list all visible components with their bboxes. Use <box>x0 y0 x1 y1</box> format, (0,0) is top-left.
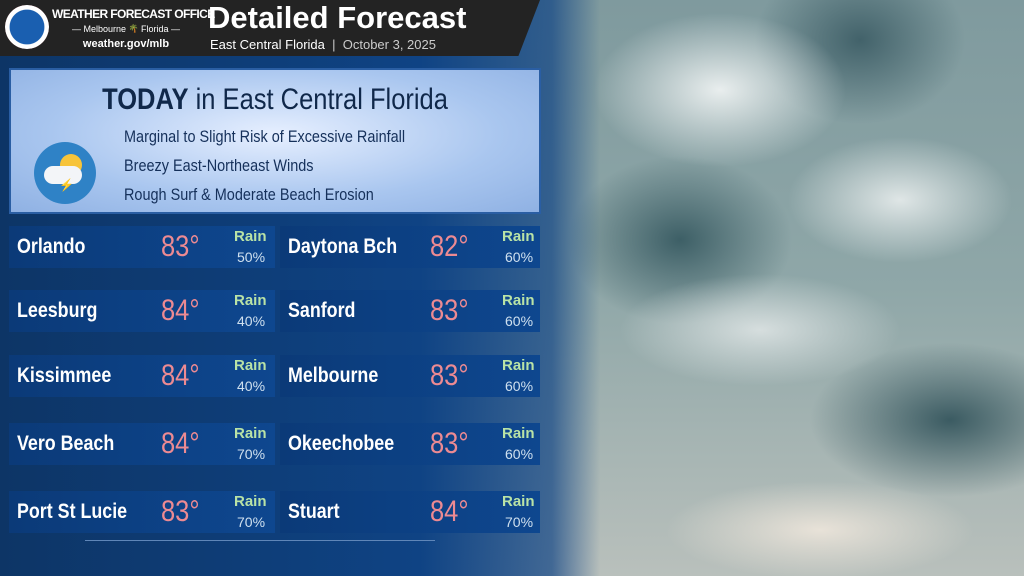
city-name: Kissimmee <box>17 364 112 387</box>
rain-label: Rain <box>234 493 267 510</box>
rain-label: Rain <box>234 357 267 374</box>
divider <box>85 540 435 541</box>
today-title: TODAY in East Central Florida <box>51 82 500 118</box>
city-card: Vero Beach 84° Rain 70% <box>9 423 275 465</box>
city-card: Leesburg 84° Rain 40% <box>9 290 275 332</box>
high-temp: 82° <box>430 230 469 263</box>
rain-label: Rain <box>234 292 267 309</box>
date: October 3, 2025 <box>342 37 436 52</box>
website-link[interactable]: weather.gov/mlb <box>82 38 170 50</box>
rain-label: Rain <box>234 425 267 442</box>
city-name: Orlando <box>17 235 86 258</box>
city-name: Sanford <box>288 299 356 322</box>
city-card: Daytona Bch 82° Rain 60% <box>280 226 540 268</box>
city-card: Sanford 83° Rain 60% <box>280 290 540 332</box>
city-card: Melbourne 83° Rain 60% <box>280 355 540 397</box>
header-bar: WEATHER FORECAST OFFICE — Melbourne 🌴 Fl… <box>0 0 540 56</box>
rain-label: Rain <box>502 292 535 309</box>
city-name: Vero Beach <box>17 432 115 455</box>
palm-tree-icon: 🌴 <box>128 24 139 33</box>
rain-label: Rain <box>234 228 267 245</box>
rain-label: Rain <box>502 228 535 245</box>
separator: | <box>332 37 336 52</box>
today-summary: TODAY in East Central Florida ⚡ Marginal… <box>9 68 541 214</box>
today-title-rest: in East Central Florida <box>188 83 448 116</box>
high-temp: 84° <box>161 294 200 327</box>
city-name: Port St Lucie <box>17 500 128 523</box>
high-temp: 83° <box>161 495 200 528</box>
high-temp: 83° <box>430 294 469 327</box>
high-temp: 84° <box>161 359 200 392</box>
high-temp: 84° <box>161 427 200 460</box>
city-card: Kissimmee 84° Rain 40% <box>9 355 275 397</box>
high-temp: 84° <box>430 495 469 528</box>
city-name: Daytona Bch <box>288 235 398 258</box>
city-card: Orlando 83° Rain 50% <box>9 226 275 268</box>
high-temp: 83° <box>161 230 200 263</box>
today-title-bold: TODAY <box>102 83 189 116</box>
rain-chance: 70% <box>505 514 534 530</box>
hazard-line: Breezy East-Northeast Winds <box>124 156 314 175</box>
city-name: Leesburg <box>17 299 98 322</box>
city-name: Stuart <box>288 500 340 523</box>
region: East Central Florida <box>210 37 325 52</box>
rain-chance: 50% <box>237 249 266 265</box>
nws-logo <box>5 5 49 49</box>
rain-label: Rain <box>502 357 535 374</box>
location-state: Florida <box>141 24 169 34</box>
rain-chance: 60% <box>505 313 534 329</box>
high-temp: 83° <box>430 427 469 460</box>
city-card: Stuart 84° Rain 70% <box>280 491 540 533</box>
rain-chance: 40% <box>237 313 266 329</box>
city-name: Melbourne <box>288 364 379 387</box>
office-name: WEATHER FORECAST OFFICE <box>52 7 215 21</box>
rain-label: Rain <box>502 425 535 442</box>
rain-chance: 60% <box>505 446 534 462</box>
location-city: Melbourne <box>83 24 126 34</box>
rain-chance: 60% <box>505 249 534 265</box>
high-temp: 83° <box>430 359 469 392</box>
city-name: Okeechobee <box>288 432 395 455</box>
rain-chance: 70% <box>237 514 266 530</box>
office-location: — Melbourne 🌴 Florida — <box>71 24 181 34</box>
hazard-line: Marginal to Slight Risk of Excessive Rai… <box>124 127 406 146</box>
page-title: Detailed Forecast <box>208 0 467 35</box>
rain-chance: 60% <box>505 378 534 394</box>
city-card: Okeechobee 83° Rain 60% <box>280 423 540 465</box>
rain-label: Rain <box>502 493 535 510</box>
rain-chance: 70% <box>237 446 266 462</box>
subtitle: East Central Florida | October 3, 2025 <box>210 37 436 53</box>
hazard-line: Rough Surf & Moderate Beach Erosion <box>124 185 374 204</box>
rain-chance: 40% <box>237 378 266 394</box>
city-card: Port St Lucie 83° Rain 70% <box>9 491 275 533</box>
thunderstorm-partly-sunny-icon: ⚡ <box>34 142 96 204</box>
